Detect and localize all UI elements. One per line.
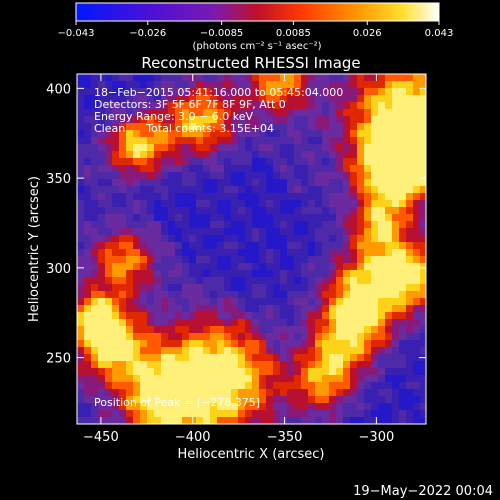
colorbar xyxy=(75,2,440,22)
x-tick-label: −400 xyxy=(175,430,211,445)
y-axis-label: Heliocentric Y (arcsec) xyxy=(27,176,42,322)
colorbar-unit-label: (photons cm⁻² s⁻¹ asec⁻²) xyxy=(192,41,321,52)
colorbar-tick-label: 0.043 xyxy=(425,28,454,39)
annotation-peak-position: Position of Peak = [−276,375] xyxy=(94,396,261,409)
colorbar-tick-label: 0.0085 xyxy=(276,28,311,39)
timestamp: 19−May−2022 00:04 xyxy=(353,484,493,499)
colorbar-tick-label: −0.026 xyxy=(129,28,166,39)
colorbar-tick-label: −0.043 xyxy=(57,28,94,39)
x-tick-label: −300 xyxy=(359,430,395,445)
colorbar-ticks xyxy=(75,21,440,25)
y-tick-label: 350 xyxy=(46,172,71,187)
axis-tick-labels: −450 −400 −350 −300 250 300 350 400 xyxy=(46,82,394,445)
heatmap-image xyxy=(77,74,426,424)
axis-ticks xyxy=(77,74,426,424)
x-tick-label: −450 xyxy=(83,430,119,445)
annotation-energy-range: Energy Range: 3.0 − 6.0 keV xyxy=(94,110,254,123)
plot-frame xyxy=(76,73,427,425)
annotation-time-range: 18−Feb−2015 05:41:16.000 to 05:45:04.000 xyxy=(94,86,344,99)
colorbar-tick-label: −0.0085 xyxy=(200,28,243,39)
annotation-clean-counts: Clean Total counts: 3.15E+04 xyxy=(94,122,275,135)
annotation-detectors: Detectors: 3F 5F 6F 7F 8F 9F, Att 0 xyxy=(94,98,286,111)
y-tick-label: 400 xyxy=(46,82,71,97)
x-tick-label: −350 xyxy=(267,430,303,445)
colorbar-tick-labels: −0.043 −0.026 −0.0085 0.0085 0.026 0.043 xyxy=(57,28,453,39)
x-axis-label: Heliocentric X (arcsec) xyxy=(178,447,325,462)
y-tick-label: 300 xyxy=(46,262,71,277)
y-tick-label: 250 xyxy=(46,352,71,367)
colorbar-tick-label: 0.026 xyxy=(353,28,382,39)
chart-title: Reconstructed RHESSI Image xyxy=(141,54,360,72)
